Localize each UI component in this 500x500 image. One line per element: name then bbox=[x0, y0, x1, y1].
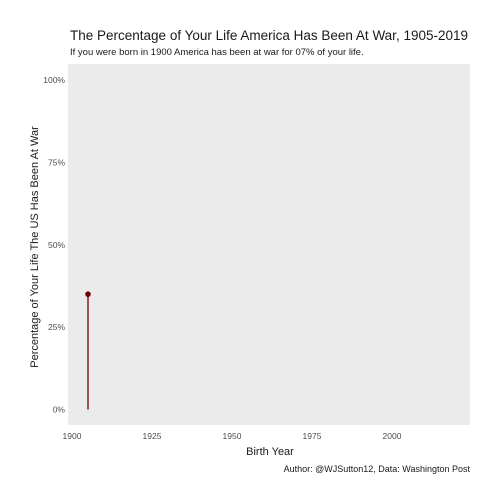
data-marks bbox=[85, 291, 91, 410]
x-tick-label: 1900 bbox=[63, 431, 82, 441]
y-tick-label: 75% bbox=[48, 157, 65, 167]
y-axis-title: Percentage of Your Life The US Has Been … bbox=[29, 126, 41, 368]
y-tick-label: 100% bbox=[43, 75, 65, 85]
y-tick-label: 50% bbox=[48, 240, 65, 250]
y-axis-ticks: 0% 25% 50% 75% 100% bbox=[43, 75, 65, 415]
chart-caption: Author: @WJSutton12, Data: Washington Po… bbox=[284, 464, 471, 474]
x-tick-label: 1975 bbox=[303, 431, 322, 441]
chart-subtitle: If you were born in 1900 America has bee… bbox=[70, 47, 364, 58]
data-point bbox=[85, 291, 91, 297]
x-axis-title: Birth Year bbox=[246, 446, 294, 458]
y-tick-label: 25% bbox=[48, 322, 65, 332]
y-tick-label: 0% bbox=[53, 405, 66, 415]
x-tick-label: 1925 bbox=[143, 431, 162, 441]
x-tick-label: 2000 bbox=[383, 431, 402, 441]
x-axis-ticks: 1900 1925 1950 1975 2000 bbox=[63, 431, 402, 441]
x-tick-label: 1950 bbox=[223, 431, 242, 441]
plot-panel bbox=[68, 64, 470, 425]
chart-title: The Percentage of Your Life America Has … bbox=[70, 28, 468, 43]
